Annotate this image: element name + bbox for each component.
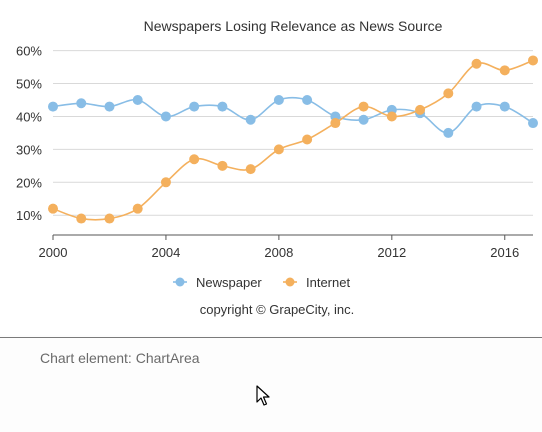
newspaper-data-point — [358, 114, 369, 125]
x-tick-label: 2016 — [490, 245, 519, 260]
mouse-pointer-icon — [256, 385, 272, 412]
internet-data-point — [499, 65, 510, 76]
internet-legend-label: Internet — [306, 275, 350, 290]
chart-title: Newspapers Losing Relevance as News Sour… — [144, 18, 443, 34]
newspaper-data-point — [273, 94, 284, 105]
y-tick-label: 10% — [16, 208, 42, 223]
internet-data-point — [386, 111, 397, 122]
x-tick-label: 2000 — [39, 245, 68, 260]
internet-data-point — [415, 104, 426, 115]
internet-data-point — [245, 164, 256, 175]
x-tick-label: 2012 — [377, 245, 406, 260]
newspaper-legend-label: Newspaper — [196, 275, 262, 290]
y-tick-label: 50% — [16, 77, 42, 92]
internet-data-point — [528, 55, 538, 66]
chart-area[interactable]: Newspapers Losing Relevance as News Sour… — [0, 0, 542, 335]
y-tick-label: 30% — [16, 142, 42, 157]
status-label: Chart element: ChartArea — [40, 350, 200, 366]
internet-data-point — [443, 88, 454, 99]
y-tick-label: 20% — [16, 175, 42, 190]
y-tick-label: 60% — [16, 44, 42, 59]
newspaper-data-point — [471, 101, 482, 112]
newspaper-legend-marker — [175, 277, 185, 287]
x-tick-label: 2004 — [151, 245, 180, 260]
internet-data-point — [132, 203, 143, 214]
internet-data-point — [273, 144, 284, 155]
x-tick-label: 2008 — [264, 245, 293, 260]
newspaper-data-point — [528, 118, 538, 129]
copyright-footnote: copyright © GrapeCity, inc. — [200, 302, 355, 317]
chart-legend: Newspaper Internet — [173, 275, 350, 290]
y-tick-label: 40% — [16, 109, 42, 124]
newspaper-data-point — [48, 101, 58, 112]
newspaper-series-line — [52, 96, 534, 134]
internet-legend-marker — [285, 277, 295, 287]
internet-data-point — [330, 118, 341, 129]
internet-data-point — [76, 213, 87, 224]
internet-data-point — [48, 203, 58, 214]
internet-data-point — [189, 154, 200, 165]
internet-data-point — [160, 177, 171, 188]
internet-series-line — [52, 59, 534, 221]
newspaper-data-point — [104, 101, 115, 112]
newspaper-data-point — [132, 94, 143, 105]
newspaper-data-point — [443, 127, 454, 138]
internet-data-point — [104, 213, 115, 224]
internet-data-point — [302, 134, 313, 145]
newspaper-data-point — [76, 98, 87, 109]
newspaper-data-point — [499, 101, 510, 112]
newspaper-data-point — [189, 101, 200, 112]
line-chart: Newspapers Losing Relevance as News Sour… — [16, 18, 538, 317]
newspaper-data-point — [302, 94, 313, 105]
internet-data-point — [358, 101, 369, 112]
internet-data-point — [217, 160, 228, 171]
internet-data-point — [471, 58, 482, 69]
newspaper-data-point — [160, 111, 171, 122]
newspaper-data-point — [245, 114, 256, 125]
divider — [0, 337, 542, 338]
newspaper-data-point — [217, 101, 228, 112]
